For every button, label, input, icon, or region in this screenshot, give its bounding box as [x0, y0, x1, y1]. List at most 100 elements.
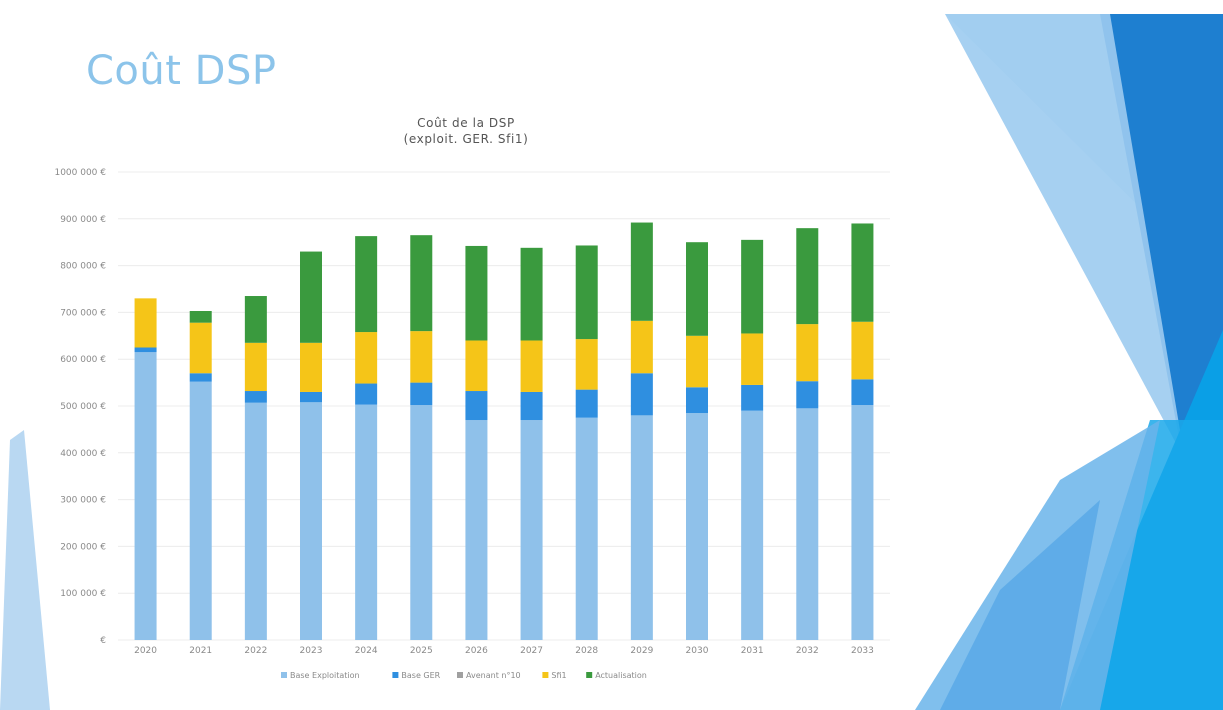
- bar-segment: [520, 247, 543, 341]
- bar-segment: [244, 402, 267, 640]
- bar-segment: [244, 296, 267, 343]
- bar-segment: [465, 420, 488, 640]
- legend-label: Sfi1: [551, 671, 566, 680]
- y-tick-label: 800 000 €: [60, 262, 106, 272]
- bar-segment: [189, 310, 212, 323]
- bar-segment: [300, 251, 322, 343]
- bar-segment: [630, 415, 653, 640]
- x-axis: 2020 2021 2022 2023 2024 2025 2026 2027 2028 2029…: [134, 646, 874, 656]
- bar-segment: [520, 420, 543, 640]
- bar-segment: [244, 391, 267, 403]
- bar-segment: [410, 382, 433, 406]
- bar-segment: [244, 342, 267, 392]
- bar-segment: [410, 331, 433, 383]
- bar-segment: [134, 298, 157, 348]
- bars: [134, 222, 874, 640]
- legend-label: Actualisation: [595, 671, 647, 680]
- legend-swatch: [392, 672, 399, 678]
- bar-segment: [300, 391, 322, 403]
- x-tick-label: 2023: [300, 646, 323, 656]
- slide-title: Coût DSP: [86, 48, 277, 94]
- bar-segment: [575, 339, 598, 390]
- bar-segment: [741, 333, 764, 385]
- x-tick-label: 2024: [355, 646, 378, 656]
- legend-swatch: [281, 672, 287, 678]
- x-tick-label: 2026: [465, 646, 488, 656]
- legend-swatch: [542, 672, 549, 678]
- y-tick-label: 600 000 €: [60, 355, 106, 365]
- y-tick-label: 300 000 €: [60, 496, 106, 506]
- legend-label: Base GER: [401, 671, 440, 680]
- bar-segment: [575, 389, 598, 418]
- bar-segment: [741, 384, 764, 411]
- bar-segment: [851, 321, 874, 380]
- bar-segment: [796, 324, 819, 382]
- y-tick-label: 100 000 €: [60, 589, 106, 599]
- legend-swatch: [586, 672, 593, 678]
- y-tick-label: 400 000 €: [60, 449, 106, 459]
- x-tick-label: 2030: [686, 646, 709, 656]
- bar-segment: [300, 342, 322, 392]
- bar-segment: [630, 222, 653, 321]
- bar-segment: [134, 352, 157, 640]
- bar-segment: [189, 373, 212, 382]
- bar-segment: [630, 320, 653, 374]
- x-tick-label: 2032: [796, 646, 819, 656]
- x-tick-label: 2029: [630, 646, 653, 656]
- y-tick-label: 500 000 €: [60, 402, 106, 412]
- y-tick-label: 700 000 €: [60, 308, 106, 318]
- x-tick-label: 2022: [244, 646, 267, 656]
- bar-segment: [355, 404, 378, 640]
- bar-segment: [851, 223, 874, 322]
- bar-segment: [851, 379, 874, 406]
- legend-label: Avenant n°10: [466, 671, 521, 680]
- y-tick-label: 1000 000 €: [54, 168, 106, 178]
- bar-segment: [465, 340, 488, 392]
- gridlines: [118, 171, 890, 641]
- bar-segment: [189, 322, 212, 374]
- bar-segment: [741, 239, 764, 334]
- legend-label: Base Exploitation: [290, 671, 360, 680]
- y-tick-label: €: [100, 636, 106, 646]
- bar-segment: [686, 242, 708, 336]
- bar-segment: [355, 383, 378, 405]
- x-tick-label: 2027: [520, 646, 543, 656]
- chart-title: Coût de la DSP: [417, 116, 515, 130]
- bar-segment: [465, 391, 488, 421]
- bar-segment: [465, 245, 488, 341]
- bar-segment: [189, 381, 212, 640]
- bar-segment: [630, 373, 653, 416]
- bar-segment: [520, 340, 543, 392]
- bar-segment: [851, 405, 874, 640]
- y-axis: €100 000 € 200 000 € 300 000 € 400 000 € 500…: [54, 168, 106, 646]
- bar-segment: [575, 417, 598, 640]
- legend-swatch: [457, 672, 463, 678]
- bar-segment: [355, 236, 378, 333]
- legend: Base Exploitation Base GER Avenant n°10 Sfi…: [281, 671, 647, 680]
- bar-segment: [300, 402, 322, 640]
- bar-segment: [796, 408, 819, 640]
- bar-segment: [520, 391, 543, 421]
- bar-segment: [796, 228, 819, 325]
- x-tick-label: 2031: [741, 646, 764, 656]
- x-tick-label: 2020: [134, 646, 157, 656]
- bar-segment: [686, 335, 708, 388]
- y-tick-label: 200 000 €: [60, 542, 106, 552]
- bar-segment: [796, 381, 819, 409]
- bar-segment: [686, 413, 708, 640]
- y-tick-label: 900 000 €: [60, 215, 106, 225]
- x-tick-label: 2033: [851, 646, 874, 656]
- bar-segment: [686, 387, 708, 414]
- bar-segment: [410, 405, 433, 640]
- x-tick-label: 2025: [410, 646, 433, 656]
- bar-segment: [355, 332, 378, 384]
- x-tick-label: 2021: [189, 646, 212, 656]
- bar-segment: [741, 410, 764, 640]
- bar-segment: [575, 245, 598, 340]
- bar-segment: [134, 347, 157, 353]
- bar-segment: [410, 235, 433, 332]
- chart-subtitle: (exploit. GER. Sfi1): [404, 132, 529, 146]
- x-tick-label: 2028: [575, 646, 598, 656]
